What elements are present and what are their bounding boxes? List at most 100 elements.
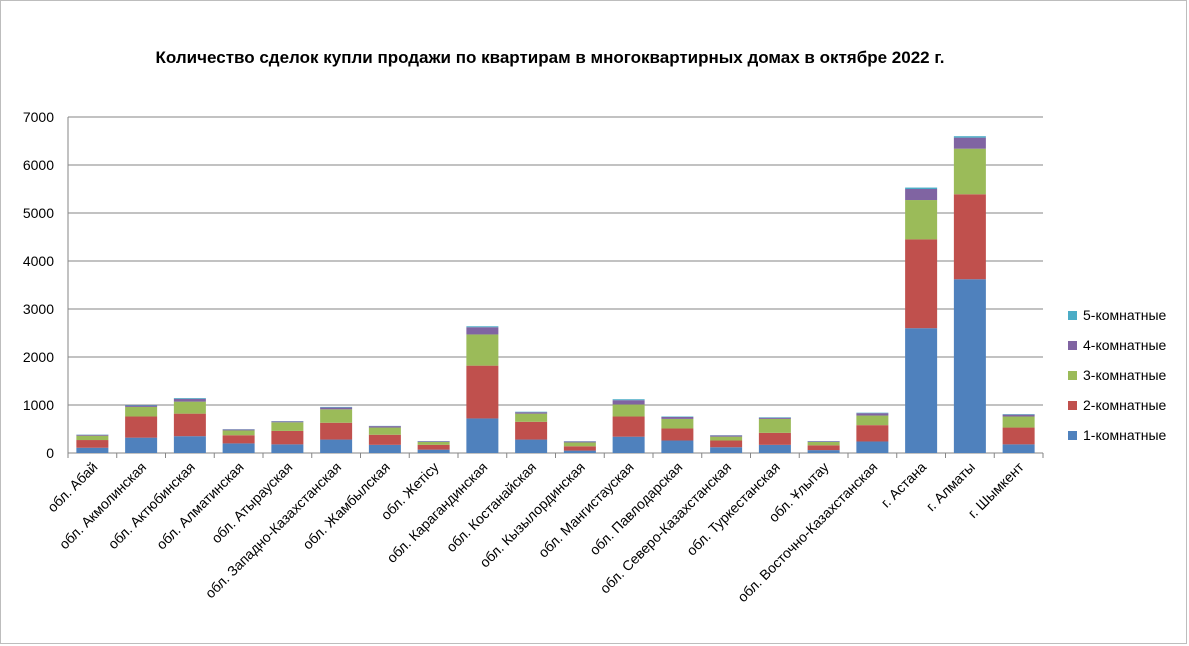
bar-segment [563,442,596,447]
bar-segment [953,279,986,453]
bar-segment [612,399,645,401]
bar-segment [271,444,304,453]
legend-swatch [1068,310,1077,320]
bar-segment [222,429,255,431]
bar-segment [661,418,694,429]
bar-segment [368,426,401,428]
bar-segment [271,422,304,431]
chart-legend: 5-комнатные 4-комнатные 3-комнатные 2-комна… [1068,300,1166,450]
x-tick-label: обл. Актюбинская [105,459,198,552]
bar-segment [173,413,206,437]
legend-swatch [1068,370,1077,380]
y-tick-label: 4000 [23,253,54,269]
x-tick-label: обл. Акмолинская [56,459,149,552]
bar-segment [417,441,450,442]
bar-segment [953,148,986,195]
bar-segment [125,406,158,417]
bar-segment [710,435,743,437]
bar-segment [905,189,938,201]
x-tick-label: обл. Павлодарская [586,459,685,558]
bar-segment [76,447,109,453]
bar-segment [661,417,694,419]
legend-item: 2-комнатные [1068,390,1166,420]
bar-segment [466,327,499,335]
bar-segment [905,187,938,189]
bar-segment [466,418,499,453]
bar-segment [173,398,206,402]
bar-segment [710,440,743,448]
bar-segment [758,418,791,433]
x-tick-label: обл. Туркестанская [683,459,783,559]
bar-segment [320,439,353,453]
bar-segment [1002,427,1035,445]
bar-segment [856,441,889,453]
legend-item: 4-комнатные [1068,330,1166,360]
bar-segment [173,436,206,453]
bar-segment [515,413,548,422]
x-tick-label: обл. Жамбылская [299,459,393,553]
bar-segment [807,441,840,446]
legend-label: 3-комнатные [1083,367,1167,383]
y-tick-label: 0 [46,445,54,461]
bar-segment [320,422,353,440]
bar-segment [320,407,353,410]
bar-segment [368,434,401,445]
legend-item: 3-комнатные [1068,360,1166,390]
bar-segment [807,450,840,453]
bar-segment [222,430,255,436]
bar-segment [125,437,158,453]
x-tick-label: обл. Алматинская [153,459,247,553]
bar-segment [466,365,499,419]
y-tick-label: 3000 [23,301,54,317]
bar-segment [173,398,206,399]
bar-segment [417,441,450,445]
bar-segment [856,425,889,442]
legend-item: 5-комнатные [1068,300,1166,330]
bar-segment [368,427,401,435]
bar-segment [222,443,255,453]
bar-segment [758,432,791,445]
bar-segment [758,417,791,419]
x-tick-label: обл. Костанайская [443,459,539,555]
legend-label: 1-комнатные [1083,427,1167,443]
y-tick-label: 6000 [23,157,54,173]
bar-segment [905,328,938,453]
bar-segment [515,412,548,414]
legend-label: 2-комнатные [1083,397,1167,413]
bar-segment [76,440,109,448]
bar-segment [905,200,938,240]
bar-segment [953,137,986,149]
legend-label: 5-комнатные [1083,307,1167,323]
bar-segment [856,413,889,416]
bar-segment [320,409,353,423]
legend-swatch [1068,400,1077,410]
bar-segment [905,239,938,329]
bar-segment [953,136,986,138]
bar-segment [807,441,840,442]
bar-segment [953,194,986,280]
bar-segment [466,326,499,328]
bar-segment [710,447,743,453]
bar-segment [76,435,109,441]
bar-segment [612,404,645,417]
bar-segment [612,400,645,405]
bar-segment [125,405,158,407]
legend-item: 1-комнатные [1068,420,1166,450]
legend-swatch [1068,430,1077,440]
bar-segment [661,440,694,453]
x-tick-label: обл. Мангистауская [535,459,637,561]
bar-segment [271,430,304,445]
bar-segment [515,439,548,453]
bar-segment [1002,416,1035,428]
bar-segment [1002,444,1035,453]
bar-segment [222,435,255,444]
chart-title: Количество сделок купли продажи по кварт… [155,48,945,67]
bar-segment [417,449,450,453]
bar-segment [563,441,596,443]
bar-segment [417,444,450,450]
bar-segment [612,436,645,453]
bar-segment [856,415,889,426]
bar-segment [1002,414,1035,417]
